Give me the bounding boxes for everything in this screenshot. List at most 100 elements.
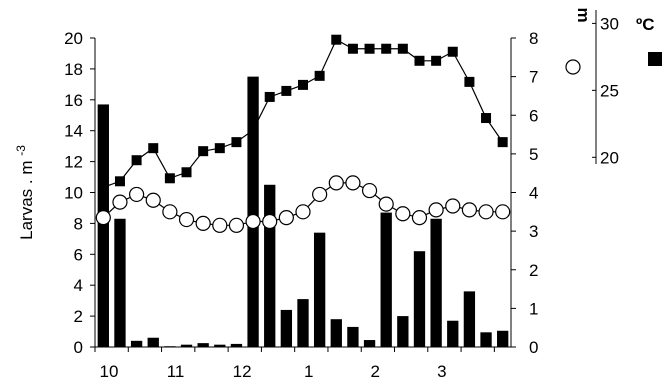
left-tick-label: 2 [74, 307, 83, 326]
bar [347, 326, 359, 347]
temperature-point [114, 176, 125, 187]
depth-point [295, 204, 311, 220]
depth-point [195, 215, 211, 231]
right-tick-label: 2 [529, 261, 538, 280]
left-tick-label: 14 [64, 122, 83, 141]
bar [164, 346, 176, 347]
left-tick-label: 4 [74, 276, 83, 295]
temperature-point [464, 76, 475, 87]
bar [247, 76, 259, 347]
depth-point [478, 204, 494, 220]
left-tick-label: 6 [74, 245, 83, 264]
depth-point [395, 206, 411, 222]
y-axis-title: Larvas . m -3 [14, 145, 36, 240]
left-tick-label: 10 [64, 184, 83, 203]
bar [214, 344, 226, 347]
bar-series [97, 76, 509, 347]
legend: 20 25 30 m ºC [565, 7, 662, 167]
depth-point [445, 198, 461, 214]
depth-point [95, 210, 111, 226]
bar [363, 340, 376, 347]
depth-unit-label: m [574, 7, 593, 22]
temperature-unit-label: ºC [636, 15, 655, 34]
bar [397, 316, 409, 347]
bar [197, 343, 209, 347]
temperature-point [98, 182, 109, 193]
temperature-scale-label: 25 [600, 81, 619, 100]
temperature-point [214, 143, 225, 154]
depth-point [495, 204, 511, 220]
x-tick-label: 10 [100, 362, 119, 381]
bar [497, 330, 509, 347]
temperature-point [364, 43, 375, 54]
depth-point [461, 202, 477, 218]
depth-point [228, 217, 245, 233]
depth-legend-marker [565, 59, 581, 75]
right-tick-label: 8 [529, 29, 538, 48]
depth-point [145, 192, 161, 208]
right-tick-label: 7 [529, 68, 538, 87]
depth-point [212, 217, 228, 233]
temperature-point [347, 43, 358, 54]
temperature-point [298, 79, 308, 90]
left-tick-label: 0 [74, 338, 83, 357]
bar [380, 212, 392, 347]
temperature-point [264, 91, 275, 102]
bar [430, 218, 442, 347]
bar [97, 104, 109, 347]
temperature-point [148, 143, 159, 154]
bar [330, 319, 342, 347]
x-tick-label: 11 [167, 362, 185, 381]
bar [180, 344, 193, 347]
right-tick-label: 1 [529, 299, 538, 318]
left-tick-label: 12 [64, 153, 83, 172]
x-tick-label: 3 [437, 362, 446, 381]
right-tick-label: 4 [529, 184, 538, 203]
temperature-series [98, 34, 508, 193]
temperature-point [431, 55, 442, 66]
temperature-point [331, 34, 342, 45]
temperature-scale-label: 30 [600, 14, 619, 33]
depth-point [262, 213, 278, 230]
temperature-point [198, 146, 209, 157]
bar [230, 343, 243, 347]
bar [313, 232, 326, 347]
depth-point [245, 213, 261, 230]
temperature-legend-marker [648, 52, 662, 66]
temperature-point [181, 167, 192, 178]
temperature-point [314, 70, 325, 81]
depth-point [328, 175, 344, 191]
left-tick-label: 20 [64, 29, 83, 48]
temperature-point [381, 43, 392, 54]
temperature-line [103, 38, 504, 188]
x-tick-label: 2 [371, 362, 380, 381]
right-tick-label: 5 [529, 145, 538, 164]
left-tick-label: 8 [74, 214, 83, 233]
depth-point [278, 210, 294, 226]
temperature-point [481, 113, 492, 124]
temperature-point [497, 137, 508, 148]
bar [280, 309, 293, 347]
left-tick-label: 18 [64, 60, 83, 79]
bar [480, 332, 492, 347]
depth-series [95, 175, 511, 233]
depth-point [112, 194, 128, 210]
temperature-point [397, 43, 408, 54]
depth-point [345, 175, 361, 191]
temperature-point [164, 173, 175, 184]
depth-point [378, 196, 394, 212]
depth-point [129, 186, 145, 203]
depth-point [361, 182, 378, 199]
temperature-point [131, 155, 142, 166]
bar [264, 184, 276, 347]
right-tick-label: 3 [529, 222, 538, 241]
depth-point [428, 202, 444, 218]
bar [147, 337, 159, 347]
y-axis-title-exponent: -3 [14, 145, 28, 156]
bar [114, 218, 126, 347]
right-tick-label: 0 [529, 338, 538, 357]
temperature-point [281, 85, 292, 96]
left-tick-label: 16 [64, 91, 83, 110]
